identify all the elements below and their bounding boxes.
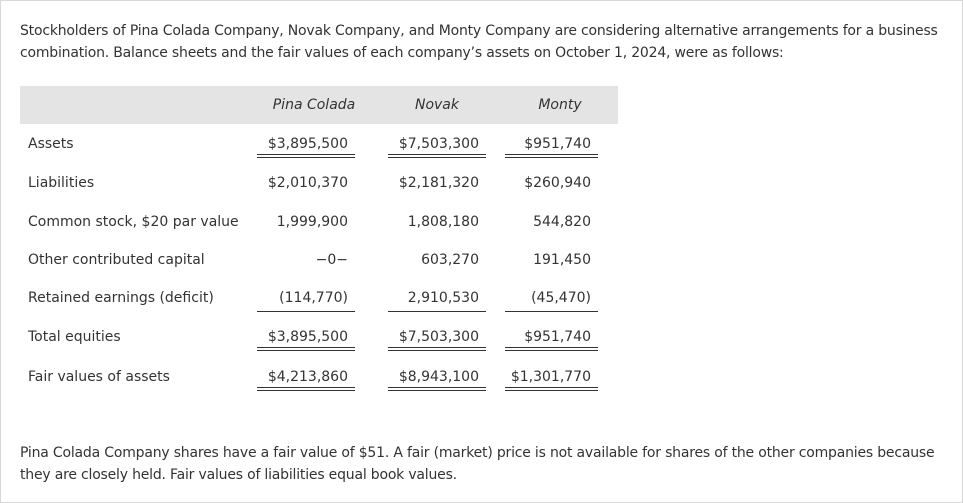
cell-value: $7,503,300 <box>388 323 486 351</box>
cell-value: $951,740 <box>505 323 598 351</box>
cell-value: $951,740 <box>505 130 598 158</box>
row-label: Retained earnings (deficit) <box>28 290 214 306</box>
cell-value: $7,503,300 <box>388 130 486 158</box>
cell-value: $2,181,320 <box>398 175 479 191</box>
row-label: Other contributed capital <box>28 252 205 268</box>
cell-value: (45,470) <box>505 284 598 312</box>
cell-value: $260,940 <box>524 175 591 191</box>
cell-value: $4,213,860 <box>257 363 355 391</box>
cell-value: $3,895,500 <box>257 323 355 351</box>
cell-value: 1,999,900 <box>276 214 348 230</box>
cell-value: 2,910,530 <box>388 284 486 312</box>
cell-value: 1,808,180 <box>407 214 479 230</box>
cell-value: $1,301,770 <box>505 363 598 391</box>
intro-text: Stockholders of Pina Colada Company, Nov… <box>20 23 938 61</box>
row-label: Common stock, $20 par value <box>28 214 239 230</box>
cell-value: (114,770) <box>257 284 355 312</box>
column-header: Monty <box>538 97 582 113</box>
cell-value: $3,895,500 <box>257 130 355 158</box>
column-header: Pina Colada <box>272 97 356 113</box>
cell-value: $2,010,370 <box>267 175 348 191</box>
row-label: Liabilities <box>28 175 95 191</box>
header-band <box>20 86 618 124</box>
cell-value: −0− <box>315 252 348 268</box>
cell-value: 544,820 <box>533 214 591 230</box>
cell-value: 603,270 <box>421 252 479 268</box>
row-label: Fair values of assets <box>28 369 170 385</box>
cell-value: $8,943,100 <box>388 363 486 391</box>
column-header: Novak <box>414 97 459 113</box>
cell-value: 191,450 <box>533 252 591 268</box>
row-label: Total equities <box>28 329 121 345</box>
footer-text: Pina Colada Company shares have a fair v… <box>20 445 935 483</box>
row-label: Assets <box>28 136 74 152</box>
